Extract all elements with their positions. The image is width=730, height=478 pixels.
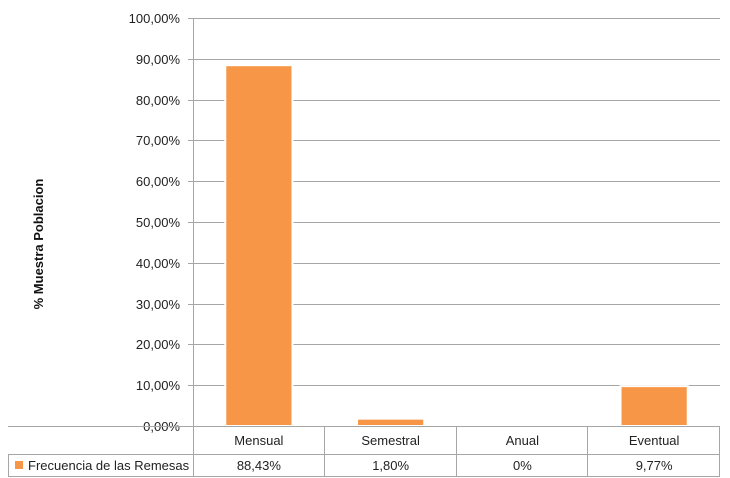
- data-table: Mensual Semestral Anual Eventual Frecuencia …: [8, 426, 720, 477]
- y-tick-label: 90,00%: [136, 52, 181, 67]
- x-category-label: Mensual: [234, 433, 283, 448]
- y-tick-label: 70,00%: [136, 133, 181, 148]
- legend-swatch: [15, 461, 23, 469]
- y-tick-label: 100,00%: [129, 11, 181, 26]
- table-value-label: 0%: [513, 458, 532, 473]
- bar-semestral: [356, 417, 426, 428]
- y-tick-label: 10,00%: [136, 378, 181, 393]
- table-value-label: 88,43%: [237, 458, 282, 473]
- legend-series-name: Frecuencia de las Remesas: [28, 458, 190, 473]
- y-axis-title: % Muestra Poblacion: [31, 179, 46, 310]
- table-value-label: 9,77%: [636, 458, 673, 473]
- y-tick-label: 40,00%: [136, 256, 181, 271]
- x-category-label: Eventual: [629, 433, 680, 448]
- x-category-label: Anual: [506, 433, 539, 448]
- y-tick-label: 20,00%: [136, 337, 181, 352]
- axes: 0,00%10,00%20,00%30,00%40,00%50,00%60,00…: [8, 11, 720, 477]
- bars: [224, 64, 689, 428]
- y-tick-label: 80,00%: [136, 93, 181, 108]
- y-tick-label: 30,00%: [136, 297, 181, 312]
- bar-eventual: [619, 385, 689, 427]
- bar-mensual: [224, 64, 294, 427]
- y-tick-label: 50,00%: [136, 215, 181, 230]
- y-tick-label: 60,00%: [136, 174, 181, 189]
- table-value-label: 1,80%: [372, 458, 409, 473]
- x-category-label: Semestral: [361, 433, 420, 448]
